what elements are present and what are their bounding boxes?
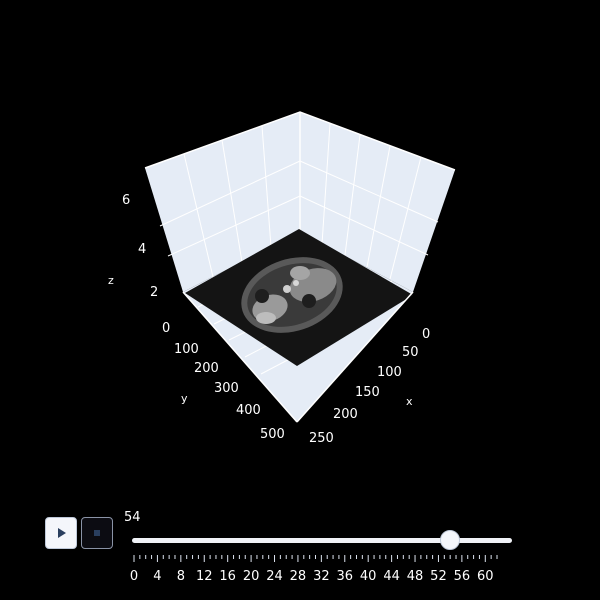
right-wall-grid <box>299 123 439 280</box>
left-wall-grid <box>159 125 301 278</box>
y-tick: 100 <box>174 342 199 357</box>
slider-track[interactable] <box>132 538 512 543</box>
slider-tick-label: 40 <box>360 569 377 584</box>
floor-front-edges <box>182 291 414 423</box>
x-tick: 100 <box>377 365 402 380</box>
slider-tick-label: 16 <box>219 569 236 584</box>
y-tick: 300 <box>214 381 239 396</box>
x-tick: 0 <box>422 327 430 342</box>
slider-tick-label: 48 <box>407 569 424 584</box>
stop-icon <box>94 530 100 536</box>
y-axis-title: y <box>181 392 188 405</box>
pane-borders <box>144 111 456 232</box>
slider-ticks: 0 4 8 12 16 20 24 28 32 36 40 44 48 52 56 60 <box>130 555 498 584</box>
y-tick: 500 <box>260 427 285 442</box>
slider-tick-label: 0 <box>130 569 138 584</box>
y-tick: 0 <box>162 321 170 336</box>
y-axis: 0 100 200 300 400 500 y <box>162 321 285 442</box>
slider-tick-label: 24 <box>266 569 283 584</box>
x-axis: 0 50 100 150 200 250 x <box>309 327 430 446</box>
x-tick: 150 <box>355 385 380 400</box>
slider-tick-label: 44 <box>383 569 400 584</box>
y-tick: 400 <box>236 403 261 418</box>
slider-tick-label: 8 <box>177 569 185 584</box>
xz-pane <box>300 112 455 292</box>
y-tick: 200 <box>194 361 219 376</box>
slider-tick-label: 32 <box>313 569 330 584</box>
x-axis-title: x <box>406 395 413 408</box>
slider-tick-label: 28 <box>290 569 307 584</box>
yz-pane <box>145 112 300 292</box>
slider-tick-label: 12 <box>196 569 213 584</box>
x-tick: 200 <box>333 407 358 422</box>
play-button[interactable] <box>45 517 77 549</box>
slider-tick-label: 52 <box>430 569 447 584</box>
z-axis-title: z <box>108 274 114 287</box>
play-icon <box>58 528 66 538</box>
slider-tick-label: 20 <box>243 569 260 584</box>
slider-tick-label: 60 <box>477 569 494 584</box>
x-tick: 250 <box>309 431 334 446</box>
slider-tick-label: 4 <box>153 569 161 584</box>
slider-tick-label: 36 <box>337 569 354 584</box>
z-axis: 2 4 6 z <box>108 193 158 300</box>
slider-tick-label: 56 <box>454 569 471 584</box>
z-tick: 4 <box>138 242 146 257</box>
slider-handle[interactable] <box>440 530 461 550</box>
z-tick: 6 <box>122 193 130 208</box>
stop-button[interactable] <box>81 517 113 549</box>
mri-slice-image <box>241 257 343 333</box>
slider-current-value: 54 <box>124 510 141 525</box>
z-tick: 2 <box>150 285 158 300</box>
x-tick: 50 <box>402 345 419 360</box>
